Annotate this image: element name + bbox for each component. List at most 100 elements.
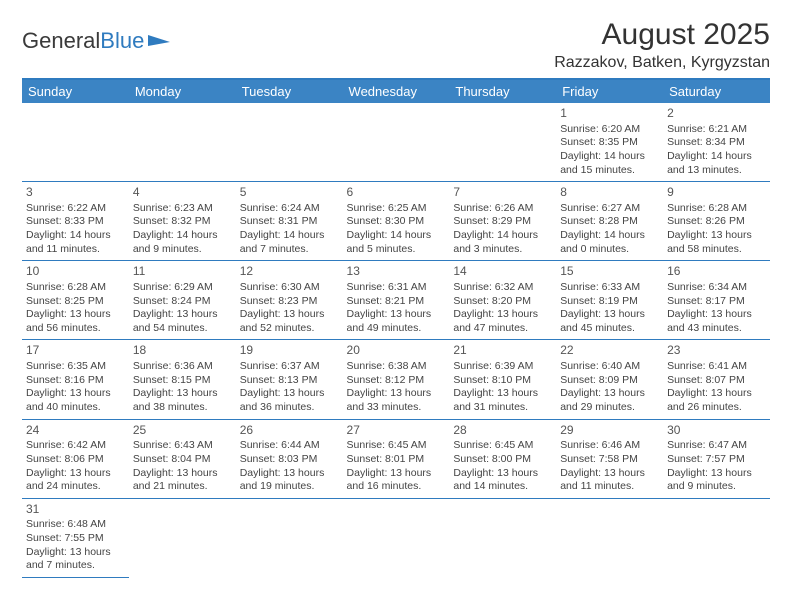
sunset-text: Sunset: 7:57 PM [667,453,766,467]
sunrise-text: Sunrise: 6:45 AM [453,439,552,453]
day-cell [236,498,343,577]
sunset-text: Sunset: 8:35 PM [560,136,659,150]
day-header: Wednesday [343,80,450,103]
day-number: 28 [453,423,552,439]
sunrise-text: Sunrise: 6:38 AM [347,360,446,374]
day-cell [663,498,770,577]
day-cell: 21Sunrise: 6:39 AMSunset: 8:10 PMDayligh… [449,340,556,419]
day-number: 3 [26,185,125,201]
day-number: 15 [560,264,659,280]
title-block: August 2025 Razzakov, Batken, Kyrgyzstan [554,18,770,72]
day-number: 11 [133,264,232,280]
day-cell: 22Sunrise: 6:40 AMSunset: 8:09 PMDayligh… [556,340,663,419]
sunset-text: Sunset: 8:32 PM [133,215,232,229]
day-cell [343,103,450,182]
day-number: 18 [133,343,232,359]
day-cell: 28Sunrise: 6:45 AMSunset: 8:00 PMDayligh… [449,419,556,498]
day-cell [449,498,556,577]
day-number: 12 [240,264,339,280]
daylight-text: Daylight: 14 hours and 15 minutes. [560,150,659,177]
sunrise-text: Sunrise: 6:37 AM [240,360,339,374]
day-cell: 7Sunrise: 6:26 AMSunset: 8:29 PMDaylight… [449,182,556,261]
sunrise-text: Sunrise: 6:23 AM [133,202,232,216]
sunset-text: Sunset: 8:21 PM [347,295,446,309]
header: GeneralBlue August 2025 Razzakov, Batken… [22,18,770,72]
day-cell: 29Sunrise: 6:46 AMSunset: 7:58 PMDayligh… [556,419,663,498]
week-row: 17Sunrise: 6:35 AMSunset: 8:16 PM Dayligh… [22,340,770,419]
day-cell: 3Sunrise: 6:22 AMSunset: 8:33 PMDaylight… [22,182,129,261]
day-cell: 16Sunrise: 6:34 AMSunset: 8:17 PMDayligh… [663,261,770,340]
day-header: Friday [556,80,663,103]
daylight-text: Daylight: 13 hours and 56 minutes. [26,308,125,335]
daylight-text: Daylight: 13 hours and 7 minutes. [26,546,125,573]
day-header: Thursday [449,80,556,103]
daylight-text: Daylight: 13 hours and 19 minutes. [240,467,339,494]
week-row: 1Sunrise: 6:20 AMSunset: 8:35 PMDaylight… [22,103,770,182]
day-number: 30 [667,423,766,439]
day-number: 9 [667,185,766,201]
day-number: 24 [26,423,125,439]
day-number: 23 [667,343,766,359]
week-row: 24Sunrise: 6:42 AMSunset: 8:06 PMDayligh… [22,419,770,498]
day-number: 2 [667,106,766,122]
sunset-text: Sunset: 8:06 PM [26,453,125,467]
sunset-text: Sunset: 8:03 PM [240,453,339,467]
day-number: 17 [26,343,125,359]
sunrise-text: Sunrise: 6:28 AM [667,202,766,216]
daylight-text: Daylight: 13 hours and 24 minutes. [26,467,125,494]
sunrise-text: Sunrise: 6:44 AM [240,439,339,453]
sunset-text: Sunset: 8:07 PM [667,374,766,388]
sunset-text: Sunset: 8:16 PM [26,374,125,388]
day-header-row: Sunday Monday Tuesday Wednesday Thursday… [22,80,770,103]
sunrise-text: Sunrise: 6:35 AM [26,360,125,374]
daylight-text: Daylight: 14 hours and 13 minutes. [667,150,766,177]
sunset-text: Sunset: 8:24 PM [133,295,232,309]
sunrise-text: Sunrise: 6:32 AM [453,281,552,295]
sunset-text: Sunset: 8:28 PM [560,215,659,229]
sunset-text: Sunset: 8:15 PM [133,374,232,388]
logo: GeneralBlue [22,18,174,54]
day-cell: 23Sunrise: 6:41 AMSunset: 8:07 PMDayligh… [663,340,770,419]
daylight-text: Daylight: 14 hours and 11 minutes. [26,229,125,256]
day-number: 31 [26,502,125,518]
sunrise-text: Sunrise: 6:40 AM [560,360,659,374]
day-cell: 19Sunrise: 6:37 AMSunset: 8:13 PMDayligh… [236,340,343,419]
day-cell: 14Sunrise: 6:32 AMSunset: 8:20 PMDayligh… [449,261,556,340]
sunset-text: Sunset: 8:09 PM [560,374,659,388]
sunrise-text: Sunrise: 6:28 AM [26,281,125,295]
day-number: 22 [560,343,659,359]
sunrise-text: Sunrise: 6:31 AM [347,281,446,295]
day-cell: 15Sunrise: 6:33 AMSunset: 8:19 PMDayligh… [556,261,663,340]
day-cell: 11Sunrise: 6:29 AMSunset: 8:24 PMDayligh… [129,261,236,340]
day-number: 4 [133,185,232,201]
day-number: 19 [240,343,339,359]
day-header: Monday [129,80,236,103]
day-number: 29 [560,423,659,439]
sunrise-text: Sunrise: 6:47 AM [667,439,766,453]
sunrise-text: Sunrise: 6:48 AM [26,518,125,532]
sunset-text: Sunset: 8:30 PM [347,215,446,229]
sunrise-text: Sunrise: 6:24 AM [240,202,339,216]
day-number: 10 [26,264,125,280]
daylight-text: Daylight: 13 hours and 21 minutes. [133,467,232,494]
sunrise-text: Sunrise: 6:41 AM [667,360,766,374]
daylight-text: Daylight: 13 hours and 36 minutes. [240,387,339,414]
sunrise-text: Sunrise: 6:39 AM [453,360,552,374]
sunset-text: Sunset: 8:25 PM [26,295,125,309]
sunrise-text: Sunrise: 6:45 AM [347,439,446,453]
calendar-table: Sunday Monday Tuesday Wednesday Thursday… [22,80,770,578]
daylight-text: Daylight: 13 hours and 31 minutes. [453,387,552,414]
day-cell: 27Sunrise: 6:45 AMSunset: 8:01 PMDayligh… [343,419,450,498]
day-cell: 17Sunrise: 6:35 AMSunset: 8:16 PMDayligh… [22,340,129,419]
sunrise-text: Sunrise: 6:34 AM [667,281,766,295]
sunset-text: Sunset: 8:20 PM [453,295,552,309]
day-number: 21 [453,343,552,359]
day-cell: 1Sunrise: 6:20 AMSunset: 8:35 PMDaylight… [556,103,663,182]
week-row: 10Sunrise: 6:28 AMSunset: 8:25 PMDayligh… [22,261,770,340]
sunrise-text: Sunrise: 6:43 AM [133,439,232,453]
day-number: 14 [453,264,552,280]
sunset-text: Sunset: 8:23 PM [240,295,339,309]
sunrise-text: Sunrise: 6:21 AM [667,123,766,137]
day-cell: 2Sunrise: 6:21 AMSunset: 8:34 PMDaylight… [663,103,770,182]
day-cell: 30Sunrise: 6:47 AMSunset: 7:57 PMDayligh… [663,419,770,498]
